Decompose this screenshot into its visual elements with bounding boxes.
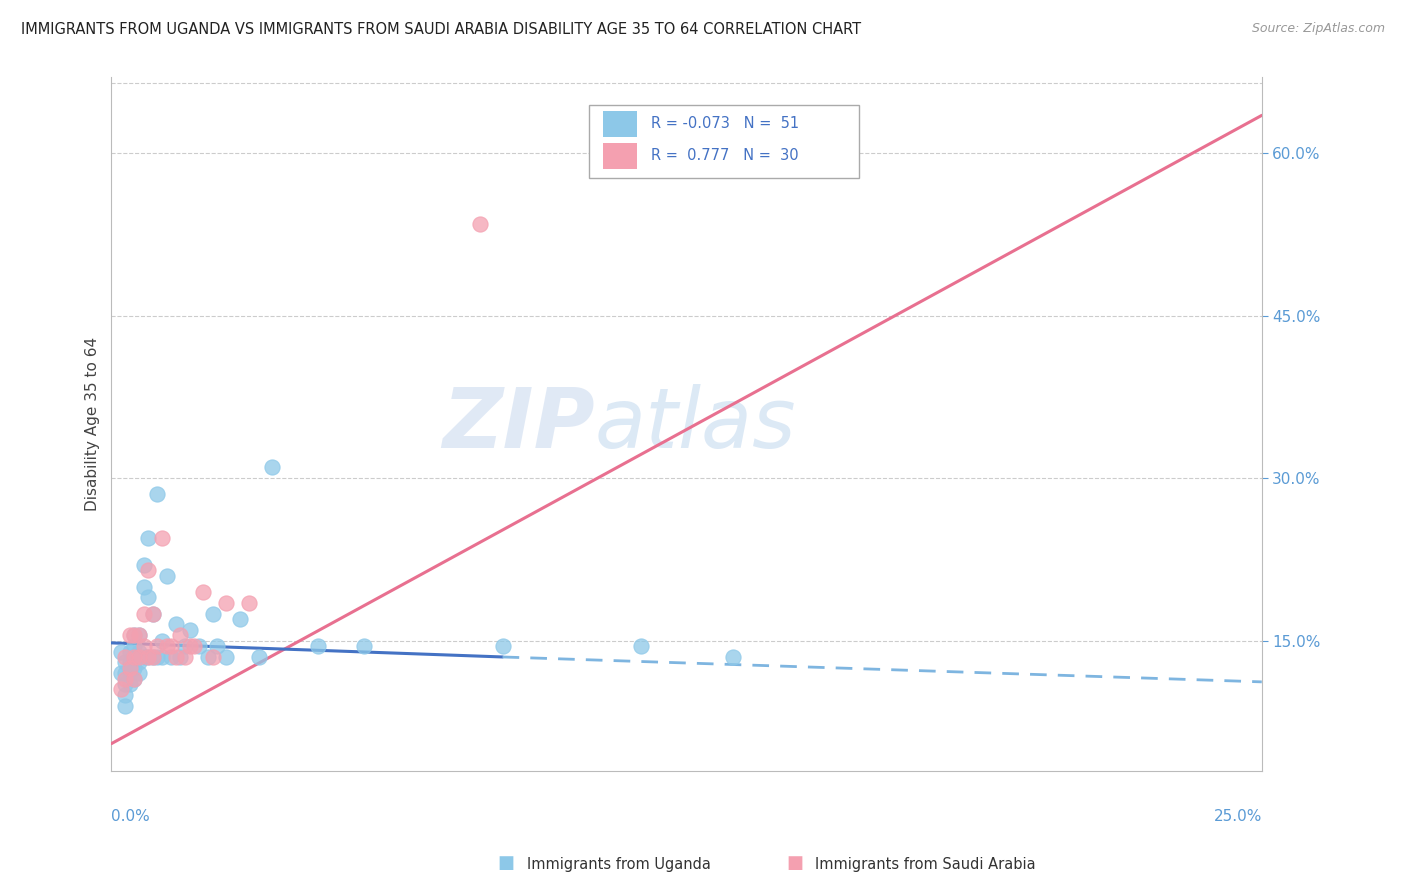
Point [187,639,209,653]
Point [146,487,169,501]
Point [124,639,146,653]
Point [353,639,375,653]
Point [229,612,252,626]
Point [142,607,165,621]
Point [114,698,136,713]
Point [118,661,141,675]
Point [128,644,150,658]
Point [110,644,132,658]
Point [114,688,136,702]
Point [183,639,205,653]
FancyBboxPatch shape [589,105,859,178]
Point [491,639,513,653]
Point [468,217,491,231]
Point [308,639,330,653]
Point [118,656,141,670]
Point [124,672,146,686]
Point [169,628,191,642]
Point [142,650,165,665]
Text: atlas: atlas [595,384,796,465]
Text: Immigrants from Saudi Arabia: Immigrants from Saudi Arabia [815,857,1036,872]
Text: IMMIGRANTS FROM UGANDA VS IMMIGRANTS FROM SAUDI ARABIA DISABILITY AGE 35 TO 64 C: IMMIGRANTS FROM UGANDA VS IMMIGRANTS FRO… [21,22,862,37]
Text: ■: ■ [786,855,803,872]
Point [124,650,146,665]
Text: R =  0.777   N =  30: R = 0.777 N = 30 [651,148,799,163]
Point [169,650,191,665]
Point [114,650,136,665]
Point [132,650,155,665]
Point [124,628,146,642]
Point [146,650,169,665]
Point [124,628,146,642]
Point [118,677,141,691]
Point [156,568,179,582]
Point [128,656,150,670]
Point [238,596,260,610]
Point [174,639,197,653]
Point [193,585,215,599]
Point [201,607,224,621]
Point [201,650,224,665]
Point [124,672,146,686]
Point [132,607,155,621]
Point [721,650,744,665]
Point [215,650,238,665]
FancyBboxPatch shape [603,111,637,137]
Point [197,650,219,665]
Point [110,682,132,697]
Point [150,531,173,545]
Text: Source: ZipAtlas.com: Source: ZipAtlas.com [1251,22,1385,36]
Point [160,639,183,653]
Y-axis label: Disability Age 35 to 64: Disability Age 35 to 64 [86,337,100,511]
Point [165,617,187,632]
Point [114,656,136,670]
FancyBboxPatch shape [603,143,637,169]
Point [132,580,155,594]
Point [262,460,284,475]
Text: ZIP: ZIP [441,384,595,465]
Point [136,591,159,605]
Text: R = -0.073   N =  51: R = -0.073 N = 51 [651,116,799,131]
Point [114,666,136,681]
Point [150,633,173,648]
Point [132,639,155,653]
Point [165,650,187,665]
Point [128,628,150,642]
Point [215,596,238,610]
Point [128,650,150,665]
Text: 25.0%: 25.0% [1213,809,1261,824]
Point [128,666,150,681]
Point [128,628,150,642]
Point [118,628,141,642]
Point [174,650,197,665]
Point [124,650,146,665]
Point [136,531,159,545]
Point [136,563,159,577]
Point [118,666,141,681]
Point [630,639,652,653]
Point [114,672,136,686]
Point [207,639,229,653]
Point [114,677,136,691]
Point [156,639,179,653]
Point [179,639,201,653]
Point [146,639,169,653]
Point [179,623,201,637]
Point [136,650,159,665]
Point [160,650,183,665]
Point [247,650,270,665]
Text: Immigrants from Uganda: Immigrants from Uganda [527,857,711,872]
Point [142,607,165,621]
Text: 0.0%: 0.0% [111,809,150,824]
Text: ■: ■ [498,855,515,872]
Point [110,666,132,681]
Point [118,644,141,658]
Point [150,650,173,665]
Point [132,558,155,572]
Point [142,650,165,665]
Point [136,650,159,665]
Point [124,661,146,675]
